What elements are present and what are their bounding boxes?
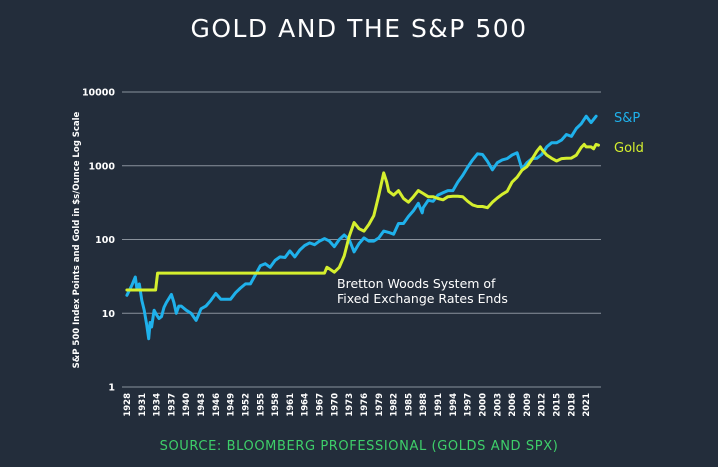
x-tick-label: 1949 xyxy=(227,393,237,417)
x-tick-label: 1928 xyxy=(123,393,133,417)
x-tick-label: 2015 xyxy=(553,393,563,417)
x-tick-label: 1997 xyxy=(464,393,474,417)
annotation-line-1: Bretton Woods System of xyxy=(337,276,496,291)
y-tick-label: 1 xyxy=(108,383,115,394)
x-tick-label: 1991 xyxy=(434,393,444,417)
series-line-sp xyxy=(125,114,598,341)
x-tick-label: 1970 xyxy=(330,393,340,417)
x-axis-ticks: 1928 1931 1934 1937 1940 1943 1946 1949 1952 1955… xyxy=(123,393,592,417)
x-tick-label: 1973 xyxy=(345,393,355,417)
legend-sp: S&P xyxy=(614,111,640,126)
x-tick-label: 2012 xyxy=(538,393,548,417)
y-tick-label: 1000 xyxy=(89,161,116,172)
series-lines xyxy=(125,114,600,341)
x-tick-label: 1937 xyxy=(167,393,177,417)
x-tick-label: 1940 xyxy=(182,393,192,417)
x-tick-label: 2000 xyxy=(478,393,488,417)
x-tick-label: 1967 xyxy=(316,393,326,417)
x-tick-label: 2009 xyxy=(523,393,533,417)
x-tick-label: 1976 xyxy=(360,393,370,417)
x-tick-label: 1955 xyxy=(256,393,266,417)
x-tick-label: 1979 xyxy=(375,393,385,417)
chart-source: SOURCE: BLOOMBERG PROFESSIONAL (GOLDS AN… xyxy=(159,439,559,454)
x-tick-label: 2018 xyxy=(567,393,577,417)
legend-gold: Gold xyxy=(614,141,644,156)
x-tick-label: 1952 xyxy=(241,393,251,417)
y-axis-label: S&P 500 Index Points and Gold in $s/Ounc… xyxy=(72,111,82,368)
chart-title: GOLD AND THE S&P 500 xyxy=(190,14,528,43)
x-tick-label: 2021 xyxy=(582,393,592,417)
annotation-line-2: Fixed Exchange Rates Ends xyxy=(337,291,508,306)
y-tick-label: 10 xyxy=(102,309,116,320)
x-tick-label: 1985 xyxy=(404,393,414,417)
x-tick-label: 1931 xyxy=(138,393,148,417)
x-tick-label: 1964 xyxy=(301,393,311,417)
series-line-gold xyxy=(125,142,600,292)
x-tick-label: 1943 xyxy=(197,393,207,417)
x-tick-label: 1961 xyxy=(286,393,296,417)
x-tick-label: 1982 xyxy=(390,393,400,417)
x-tick-label: 1988 xyxy=(419,393,429,417)
x-tick-label: 1958 xyxy=(271,393,281,417)
x-tick-label: 2006 xyxy=(508,393,518,417)
y-tick-label: 10000 xyxy=(82,88,115,99)
x-tick-label: 1946 xyxy=(212,393,222,417)
y-tick-label: 100 xyxy=(95,235,115,246)
x-tick-label: 1934 xyxy=(153,393,163,417)
x-tick-label: 2003 xyxy=(493,393,503,417)
y-axis-ticks: 1 10 100 1000 10000 xyxy=(82,88,115,394)
x-tick-label: 1994 xyxy=(449,393,459,417)
